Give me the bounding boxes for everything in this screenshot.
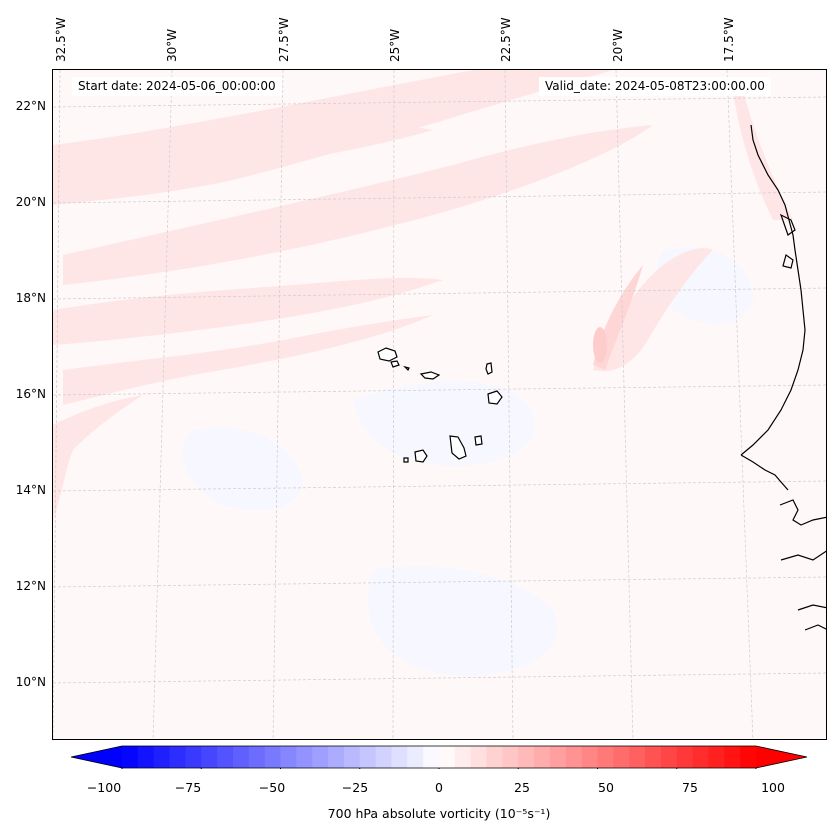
colorbar-bin [518, 746, 535, 768]
island-sal [485, 362, 493, 375]
vorticity-map[interactable] [52, 69, 827, 740]
colorbar-bin [328, 746, 345, 768]
lon-label-32-5w: 32.5°W [54, 17, 68, 62]
positive-vorticity-bands [53, 70, 793, 520]
cape-verde-islands [377, 347, 503, 463]
island-santa-luzia [403, 365, 410, 372]
start-date-label: Start date: 2024-05-06_00:00:00 [72, 77, 282, 96]
west-africa-coastline [740, 124, 826, 631]
lat-label-18n: 18°N [15, 291, 46, 305]
colorbar-tick-label: 100 [761, 780, 785, 795]
colorbar-bin [549, 746, 567, 768]
colorbar-tick-label: −75 [174, 780, 202, 795]
colorbar-title: 700 hPa absolute vorticity (10⁻⁵s⁻¹) [327, 806, 551, 821]
colorbar-bin [629, 746, 646, 768]
colorbar-bin [740, 746, 757, 768]
lon-label-20w: 20°W [611, 28, 625, 62]
colorbar-bin [359, 746, 377, 768]
island-maio [474, 435, 483, 446]
colorbar-bin [724, 746, 741, 768]
colorbar-bin [565, 746, 583, 768]
colorbar-bin [708, 746, 725, 768]
valid-date-label: Valid_date: 2024-05-08T23:00:00.00 [539, 77, 771, 96]
colorbar-bin [217, 746, 234, 768]
lon-label-17-5w: 17.5°W [722, 17, 736, 62]
colorbar-bin [122, 746, 139, 768]
colorbar-bin [692, 746, 709, 768]
colorbar-tick-label: −50 [258, 780, 286, 795]
lat-label-14n: 14°N [15, 483, 46, 497]
colorbar-bin [375, 746, 392, 768]
island-boa-vista [487, 390, 503, 405]
colorbar-bins [122, 746, 757, 768]
colorbar-ticks [70, 745, 808, 769]
island-brava [403, 457, 409, 463]
colorbar-bin [645, 746, 662, 768]
lat-label-10n: 10°N [15, 675, 46, 689]
colorbar-bin [169, 746, 186, 768]
lon-label-27-5w: 27.5°W [277, 17, 291, 62]
lon-label-22-5w: 22.5°W [499, 17, 513, 62]
colorbar-bin [613, 746, 630, 768]
colorbar-tick-label: 25 [514, 780, 530, 795]
colorbar-bin [280, 746, 297, 768]
colorbar-bin [454, 746, 472, 768]
colorbar-bin [407, 746, 424, 768]
island-fogo [414, 449, 428, 463]
colorbar-bin [439, 746, 456, 768]
colorbar-tick-label: −100 [86, 780, 122, 795]
colorbar-bin [676, 746, 694, 768]
colorbar-bin [470, 746, 488, 768]
colorbar [70, 745, 808, 769]
colorbar-bin [232, 746, 250, 768]
colorbar-bin [597, 746, 614, 768]
island-sao-nicolau [419, 371, 441, 380]
colorbar-bin [264, 746, 281, 768]
colorbar-extend-low [71, 746, 122, 768]
colorbar-extend-high [756, 746, 807, 768]
colorbar-bin [502, 746, 519, 768]
colorbar-bin [660, 746, 678, 768]
island-santo-antao [377, 347, 398, 362]
lat-label-12n: 12°N [15, 579, 46, 593]
colorbar-bin [137, 746, 155, 768]
colorbar-bin [296, 746, 313, 768]
colorbar-tick-label: −25 [341, 780, 369, 795]
colorbar-bin [391, 746, 408, 768]
colorbar-tick-label: 0 [435, 780, 443, 795]
colorbar-tick-label: 75 [682, 780, 698, 795]
colorbar-bin [581, 746, 598, 768]
lon-label-25w: 25°W [388, 28, 402, 62]
colorbar-bin [486, 746, 503, 768]
lat-label-16n: 16°N [15, 387, 46, 401]
island-sao-vicente [390, 360, 400, 368]
map-canvas [53, 70, 826, 739]
strong-positive-streak [593, 265, 643, 370]
colorbar-tick-label: 50 [598, 780, 614, 795]
island-santiago [449, 435, 467, 460]
colorbar-bin [248, 746, 266, 768]
colorbar-bin [423, 746, 440, 768]
colorbar-bin [534, 746, 551, 768]
colorbar-bin [153, 746, 171, 768]
lat-label-20n: 20°N [15, 195, 46, 209]
lon-label-30w: 30°W [165, 28, 179, 62]
lat-label-22n: 22°N [15, 99, 46, 113]
colorbar-bin [185, 746, 202, 768]
colorbar-bin [343, 746, 361, 768]
colorbar-bin [312, 746, 329, 768]
graticule [53, 70, 826, 739]
colorbar-bin [201, 746, 218, 768]
